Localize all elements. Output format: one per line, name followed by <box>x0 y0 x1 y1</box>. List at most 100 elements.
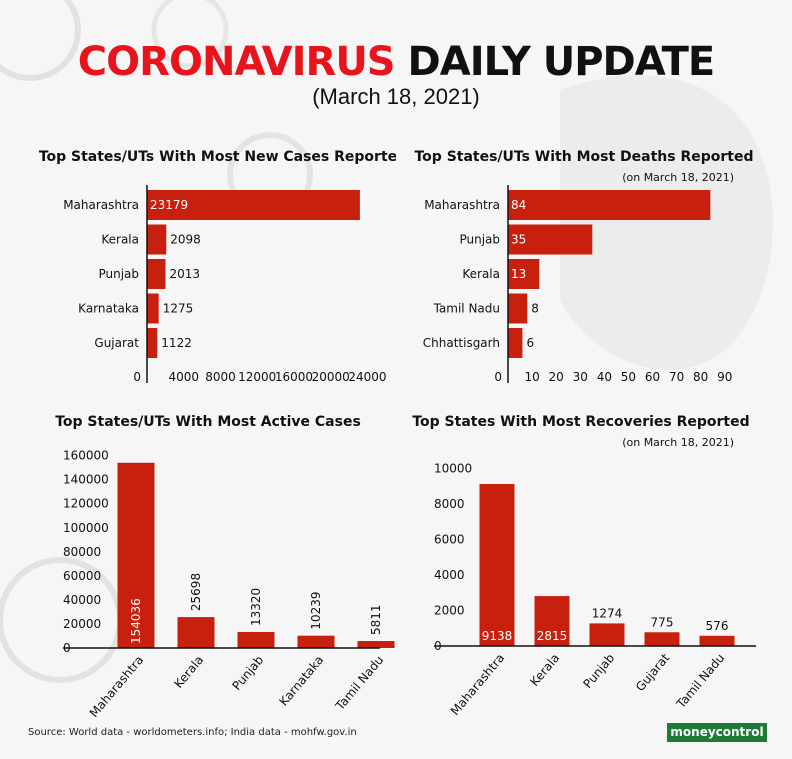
page-subtitle: (March 18, 2021) <box>312 84 480 109</box>
y-tick-label: 8000 <box>434 497 465 511</box>
header: CORONAVIRUS DAILY UPDATE (March 18, 2021… <box>0 38 792 110</box>
category-label: Tamil Nadu <box>433 302 500 316</box>
y-tick-label: 20000 <box>63 617 101 631</box>
source-note: Source: World data - worldometers.info; … <box>28 727 357 738</box>
chart-title: Top States/UTs With Most Active Cases <box>55 414 361 430</box>
bar <box>508 190 711 220</box>
bar <box>644 632 680 646</box>
bar <box>147 259 166 289</box>
data-label: 9138 <box>482 629 513 643</box>
data-label: 6 <box>526 336 534 350</box>
data-label: 2815 <box>537 629 568 643</box>
data-label: 775 <box>651 615 674 629</box>
bar <box>699 635 735 646</box>
data-label: 35 <box>511 233 526 247</box>
bar <box>508 293 528 324</box>
data-label: 154036 <box>129 598 143 644</box>
y-tick-label: 2000 <box>434 604 465 618</box>
data-label: 5811 <box>369 604 383 635</box>
category-label: Kerala <box>527 651 562 689</box>
page-title: CORONAVIRUS DAILY UPDATE <box>0 38 792 86</box>
bar <box>534 596 570 646</box>
data-label: 1122 <box>161 336 192 350</box>
category-label: Maharashtra <box>87 653 146 720</box>
category-label: Punjab <box>230 653 267 693</box>
chart-note: (on March 18, 2021) <box>622 171 734 184</box>
moneycontrol-logo: moneycontrol <box>667 723 767 742</box>
x-tick-label: 40 <box>597 370 612 384</box>
bar <box>508 224 593 255</box>
y-tick-label: 4000 <box>434 568 465 582</box>
category-label: Maharashtra <box>63 198 139 212</box>
x-tick-label: 90 <box>717 370 732 384</box>
y-tick-label: 160000 <box>63 449 109 463</box>
x-tick-label: 0 <box>133 370 141 384</box>
category-label: Maharashtra <box>424 198 500 212</box>
category-label: Kerala <box>101 233 139 247</box>
x-tick-label: 70 <box>669 370 684 384</box>
chart-active-cases: Top States/UTs With Most Active Cases 02… <box>55 414 395 720</box>
title-black-part: DAILY UPDATE <box>407 39 716 85</box>
bar <box>237 631 275 648</box>
bar <box>147 224 167 255</box>
bar <box>357 641 395 648</box>
bar <box>589 623 625 646</box>
bar <box>297 635 335 648</box>
data-label: 8 <box>531 302 539 316</box>
data-label: 1274 <box>592 606 623 620</box>
chart-note: (on March 18, 2021) <box>622 436 734 449</box>
data-label: 576 <box>706 619 729 633</box>
category-label: Kerala <box>462 267 500 281</box>
y-tick-label: 100000 <box>63 521 109 535</box>
x-tick-label: 50 <box>621 370 636 384</box>
category-label: Karnataka <box>78 302 139 316</box>
chart-deaths: Top States/UTs With Most Deaths Reported… <box>414 149 753 384</box>
x-tick-label: 16000 <box>275 370 313 384</box>
x-tick-label: 12000 <box>238 370 276 384</box>
chart-title: Top States/UTs With Most Deaths Reported <box>414 149 753 165</box>
bar <box>479 484 515 646</box>
category-label: Punjab <box>98 267 139 281</box>
x-tick-label: 20000 <box>312 370 350 384</box>
category-label: Karnataka <box>276 653 326 709</box>
data-label: 10239 <box>309 592 323 630</box>
bar <box>508 259 540 289</box>
y-tick-label: 40000 <box>63 593 101 607</box>
x-tick-label: 30 <box>573 370 588 384</box>
data-label: 2013 <box>169 267 200 281</box>
category-label: Gujarat <box>94 336 139 350</box>
category-label: Punjab <box>581 651 618 691</box>
y-tick-label: 80000 <box>63 545 101 559</box>
chart-title: Top States With Most Recoveries Reported <box>412 414 749 430</box>
x-tick-label: 20 <box>549 370 564 384</box>
y-tick-label: 60000 <box>63 569 101 583</box>
x-tick-label: 60 <box>645 370 660 384</box>
category-label: Gujarat <box>633 651 673 694</box>
y-tick-label: 140000 <box>63 473 109 487</box>
x-tick-label: 80 <box>693 370 708 384</box>
x-tick-label: 8000 <box>205 370 236 384</box>
data-label: 1275 <box>163 302 194 316</box>
bar <box>147 293 159 324</box>
data-label: 13320 <box>249 588 263 626</box>
title-red-part: CORONAVIRUS <box>77 39 396 85</box>
y-tick-label: 120000 <box>63 497 109 511</box>
category-label: Kerala <box>171 653 206 691</box>
chart-recoveries: Top States With Most Recoveries Reported… <box>412 414 756 718</box>
bar <box>117 462 155 648</box>
x-tick-label: 4000 <box>168 370 199 384</box>
data-label: 84 <box>511 198 526 212</box>
chart-title: Top States/UTs With Most New Cases Repor… <box>39 149 396 165</box>
y-tick-label: 6000 <box>434 533 465 547</box>
data-label: 13 <box>511 267 526 281</box>
data-label: 25698 <box>189 573 203 611</box>
bar <box>147 190 360 220</box>
category-label: Maharashtra <box>448 651 507 718</box>
data-label: 23179 <box>150 198 188 212</box>
bar <box>147 328 158 358</box>
category-label: Chhattisgarh <box>423 336 500 350</box>
y-tick-label: 10000 <box>434 462 472 476</box>
x-tick-label: 0 <box>494 370 502 384</box>
category-label: Punjab <box>459 233 500 247</box>
x-tick-label: 24000 <box>348 370 386 384</box>
